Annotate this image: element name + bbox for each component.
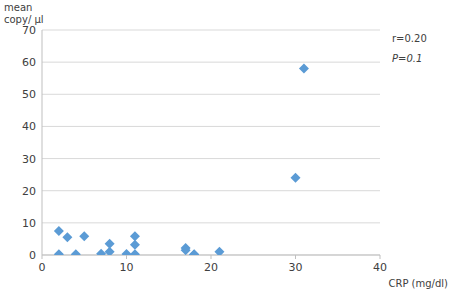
x-tick [295, 255, 296, 259]
x-tick [126, 255, 127, 259]
point [291, 173, 301, 183]
x-axis-label: CRP (mg/dl) [388, 278, 448, 289]
annotation: r=0.20 [392, 33, 427, 44]
x-tick-label: 40 [373, 261, 387, 274]
x-tick-label: 20 [204, 261, 218, 274]
grid-line [42, 158, 380, 159]
point [181, 245, 191, 255]
y-axis-line [42, 30, 43, 255]
point [214, 247, 224, 255]
point [79, 231, 89, 241]
point [71, 249, 81, 255]
grid-line [42, 222, 380, 223]
chart: 0 10 20 30 40 50 60 70 0 10 20 30 40 meancopy/ μl CRP … [0, 0, 453, 293]
point [130, 249, 140, 255]
grid-line [42, 255, 380, 256]
x-tick [380, 255, 381, 259]
annotation: P=0.1 [392, 53, 422, 64]
point [130, 240, 140, 250]
point [96, 249, 106, 255]
points [54, 64, 309, 255]
y-axis-label: mean [4, 2, 32, 13]
x-tick-label: 30 [289, 261, 303, 274]
grid-line [42, 190, 380, 191]
y-tick-label: 50 [22, 88, 36, 101]
point [122, 249, 132, 255]
y-tick-label: 40 [22, 120, 36, 133]
y-tick-label: 60 [22, 56, 36, 69]
y-tick-label: 0 [29, 249, 36, 262]
y-tick-label: 20 [22, 185, 36, 198]
point [189, 250, 199, 255]
y-tick-label: 10 [22, 217, 36, 230]
y-axis-label: copy/ μl [4, 14, 44, 25]
x-tick [42, 255, 43, 259]
point [105, 239, 115, 249]
x-tick-label: 0 [39, 261, 46, 274]
point [54, 249, 64, 255]
y-tick-label: 70 [22, 24, 36, 37]
point [189, 250, 199, 255]
grid-line [42, 94, 380, 95]
point [299, 64, 309, 74]
point [62, 232, 72, 242]
point [54, 226, 64, 236]
grid-line [42, 62, 380, 63]
grid-line [42, 30, 380, 31]
x-axis-line [42, 255, 380, 256]
x-tick [211, 255, 212, 259]
grid-line [42, 126, 380, 127]
point [189, 249, 199, 255]
y-tick-label: 30 [22, 153, 36, 166]
x-tick-label: 10 [120, 261, 134, 274]
